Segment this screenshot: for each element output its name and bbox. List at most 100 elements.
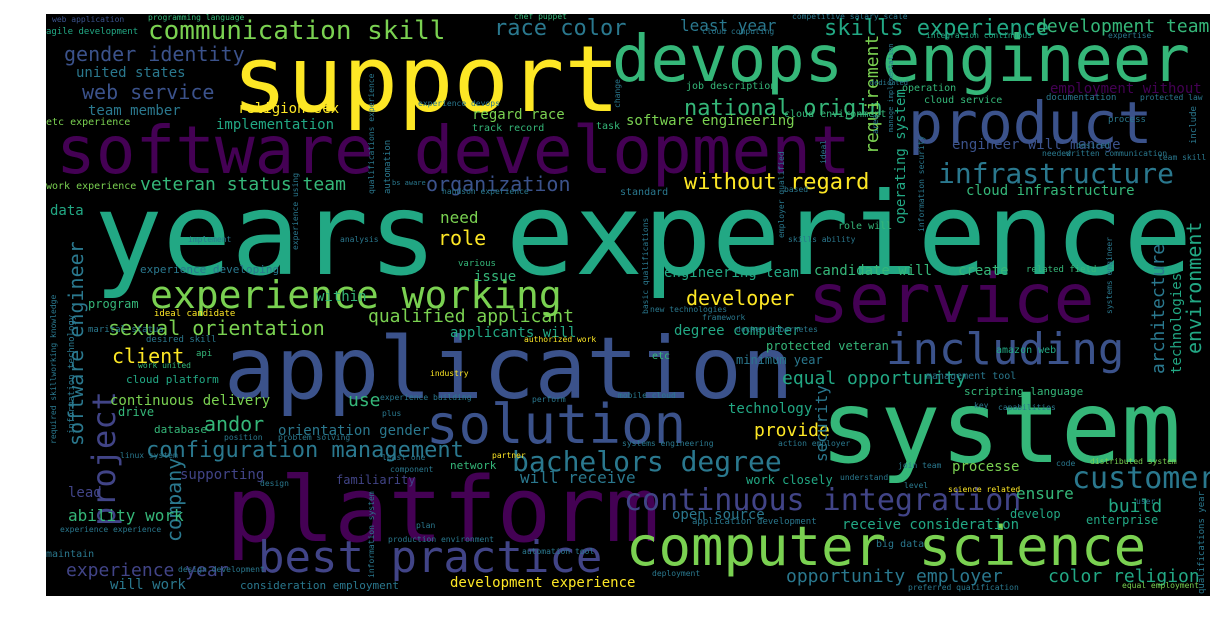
word-big-data: big data xyxy=(876,539,925,550)
word-gender-identity: gender identity xyxy=(64,42,245,66)
word-ability-work: ability work xyxy=(68,506,184,525)
word-qualified-applicant: qualified applicant xyxy=(368,306,574,327)
word-configuration-management: configuration management xyxy=(146,438,464,463)
word-service: service xyxy=(808,260,1095,339)
word-analysis: analysis xyxy=(340,235,379,244)
word-application-development: application development xyxy=(692,517,817,527)
word-related-field: related field xyxy=(1026,265,1097,275)
word-team-member: team member xyxy=(88,103,181,119)
word-product: product xyxy=(908,89,1153,157)
word-years-experience: years experience xyxy=(94,168,1193,301)
word-plan: plan xyxy=(416,521,436,530)
word-framework: framework xyxy=(702,313,746,322)
word-ensure: ensure xyxy=(1016,484,1074,503)
word-protected-veteran: protected veteran xyxy=(766,339,889,353)
word-software-development: software development xyxy=(56,112,851,189)
word-cloud-environment: cloud environment xyxy=(784,109,887,120)
word-job-description: job description xyxy=(686,81,777,92)
word-written-communication: written communication xyxy=(1066,149,1168,158)
word-experience-devops: experience devops xyxy=(418,99,500,108)
word-level: level xyxy=(904,481,929,490)
word-maintain: maintain xyxy=(46,549,95,560)
word-agile-development: agile development xyxy=(46,27,139,37)
word-equal-employment: equal employment xyxy=(1122,581,1200,590)
word-receive-consideration: receive consideration xyxy=(842,517,1020,533)
word-platform: platform xyxy=(226,458,660,563)
word-development-experience: development experience xyxy=(450,575,636,591)
word-solution: solution xyxy=(426,393,687,456)
word-documentation: documentation xyxy=(1046,93,1117,103)
word-position: position xyxy=(224,433,263,442)
word-employer-qualified: employer qualified xyxy=(777,151,786,238)
word-information-security: information security xyxy=(917,135,926,232)
word-information-system: information system xyxy=(367,491,376,578)
word-client: client xyxy=(112,344,185,368)
word-processe: processe xyxy=(952,459,1020,475)
word-familiarity: familiarity xyxy=(336,473,416,487)
word-manage-implementation: manage implementation xyxy=(887,43,895,132)
word-cloud: years experience support devops engineer… xyxy=(46,14,1210,596)
word-perform: perform xyxy=(532,395,566,404)
word-partner: partner xyxy=(492,451,526,460)
word-candidate-will: candidate will xyxy=(814,263,933,279)
word-competitive-salary-scale: competitive salary scale xyxy=(792,14,908,21)
word-applicants-will: applicants will xyxy=(450,325,577,341)
word-bachelors-degree: bachelors degree xyxy=(512,445,782,478)
word-process: process xyxy=(1108,115,1146,125)
word-operating-system: operating system xyxy=(893,89,909,224)
word-software-engineering: software engineering xyxy=(626,113,795,129)
word-protected-law: protected law xyxy=(1140,93,1203,102)
word-problem-solving: problem solving xyxy=(278,433,351,442)
word-track-record: track record xyxy=(472,123,545,134)
word-system: system xyxy=(820,369,1182,486)
word-infrastructure: infrastructure xyxy=(938,157,1175,190)
word-skills-experience: skills experience xyxy=(824,16,1050,41)
word-linux-system: linux system xyxy=(120,451,178,460)
word-open-source: open source xyxy=(672,507,765,523)
word-network: network xyxy=(450,459,497,472)
word-ideal-candidate: ideal candidate xyxy=(154,309,236,319)
word-web-service: web service xyxy=(82,80,215,104)
word-experience-using: experience using xyxy=(291,172,300,250)
word-ideal: ideal xyxy=(819,139,828,164)
word-issue: issue xyxy=(474,269,517,285)
word-devops-engineer: devops engineer xyxy=(612,23,1190,97)
word-regard-race: regard race xyxy=(472,107,565,123)
word-program: program xyxy=(88,297,139,311)
word-computer-science: computer science xyxy=(626,515,1147,578)
word-role: role xyxy=(438,226,487,250)
word-skills-ability: skills ability xyxy=(788,235,856,244)
word-environment: environment xyxy=(1182,221,1206,354)
word-integration-continuous: integration continuous xyxy=(926,31,1032,40)
word-developer: developer xyxy=(686,286,795,310)
word-veteran-status-team: veteran status team xyxy=(140,174,346,195)
word-cloud-service: cloud service xyxy=(924,95,1003,106)
word-requirement: requirement xyxy=(862,34,883,154)
word-will-work: will work xyxy=(110,577,186,593)
word-work-closely: work closely xyxy=(746,473,833,487)
word-work-experience: work experience xyxy=(46,181,137,192)
word-mobile-cloud: mobile cloud xyxy=(618,391,676,400)
word-employment-without: employment without xyxy=(1050,81,1202,97)
word-expertise: expertise xyxy=(1108,31,1152,40)
word-customer: customer xyxy=(1072,461,1210,496)
word-bs-aware: bs aware xyxy=(392,179,426,187)
word-provide: provide xyxy=(754,420,830,441)
word-experience-experience: experience experience xyxy=(60,525,162,534)
word-orientation-gender: orientation gender xyxy=(278,423,430,439)
word-preferred-qualification: preferred qualification xyxy=(908,583,1019,592)
word-create: create xyxy=(958,263,1009,279)
word-operation: operation xyxy=(902,83,957,94)
word-industry: industry xyxy=(430,369,469,378)
word-amazon-web: amazon web xyxy=(996,345,1057,356)
word-api: api xyxy=(196,349,213,359)
word-handson-experience: handson experience xyxy=(442,187,529,196)
word-team-skill: team skill xyxy=(1158,153,1207,162)
word-drive: drive xyxy=(118,405,155,419)
word-change: change xyxy=(613,79,622,108)
word-technologies: technologies xyxy=(1169,272,1185,374)
word-deployment: deployment xyxy=(652,569,701,578)
word-standard: standard xyxy=(620,187,669,198)
word-sexual-orientation: sexual orientation xyxy=(108,316,325,340)
word-least-year: least year xyxy=(680,16,777,35)
